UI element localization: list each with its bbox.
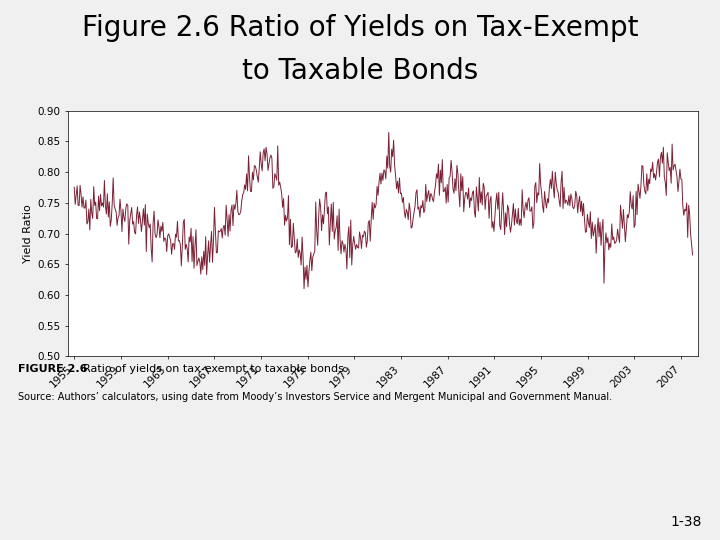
Y-axis label: Yield Ratio: Yield Ratio xyxy=(24,204,33,263)
Text: Ratio of yields on tax-exempt to taxable bonds: Ratio of yields on tax-exempt to taxable… xyxy=(83,364,343,375)
Text: 1-38: 1-38 xyxy=(670,515,702,529)
Text: Source: Authors’ calculators, using date from Moody’s Investors Service and Merg: Source: Authors’ calculators, using date… xyxy=(18,392,612,402)
Text: Figure 2.6 Ratio of Yields on Tax-Exempt: Figure 2.6 Ratio of Yields on Tax-Exempt xyxy=(82,14,638,42)
Text: to Taxable Bonds: to Taxable Bonds xyxy=(242,57,478,85)
Text: FIGURE 2.6: FIGURE 2.6 xyxy=(18,364,88,375)
